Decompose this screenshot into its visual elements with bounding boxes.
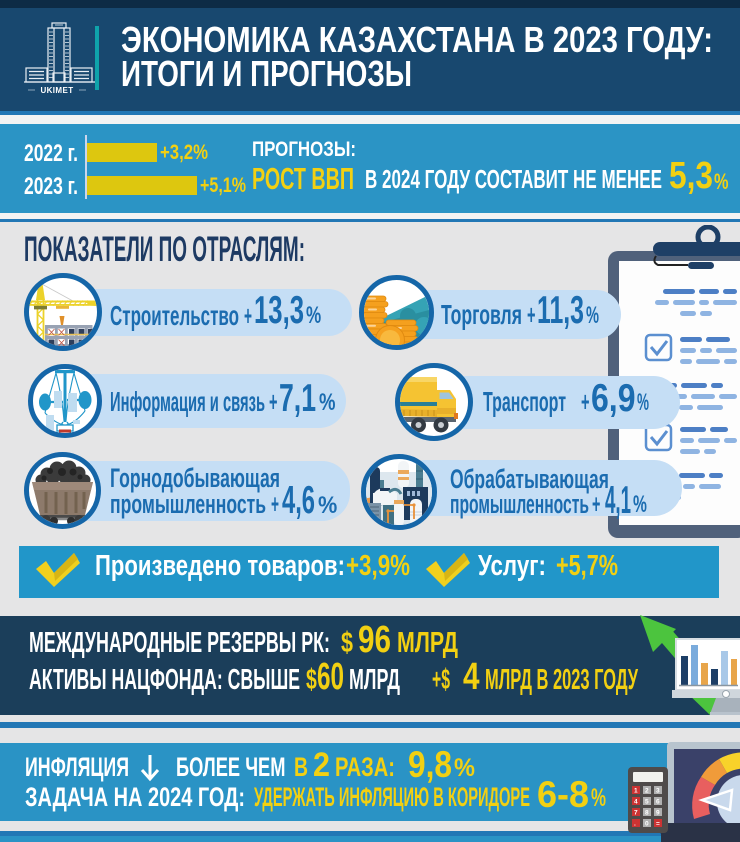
svg-text:1: 1 bbox=[634, 788, 638, 795]
svg-text:7: 7 bbox=[634, 810, 638, 817]
svg-text:=: = bbox=[656, 821, 660, 828]
svg-text:8: 8 bbox=[645, 810, 649, 817]
svg-text:9: 9 bbox=[656, 810, 660, 817]
svg-text:6: 6 bbox=[656, 799, 660, 806]
svg-text:.: . bbox=[634, 821, 636, 828]
svg-text:0: 0 bbox=[645, 821, 649, 828]
svg-text:UKIMET: UKIMET bbox=[40, 86, 73, 95]
svg-text:3: 3 bbox=[656, 788, 660, 795]
svg-text:5: 5 bbox=[645, 799, 649, 806]
svg-text:2: 2 bbox=[645, 788, 649, 795]
svg-text:4: 4 bbox=[634, 799, 638, 806]
